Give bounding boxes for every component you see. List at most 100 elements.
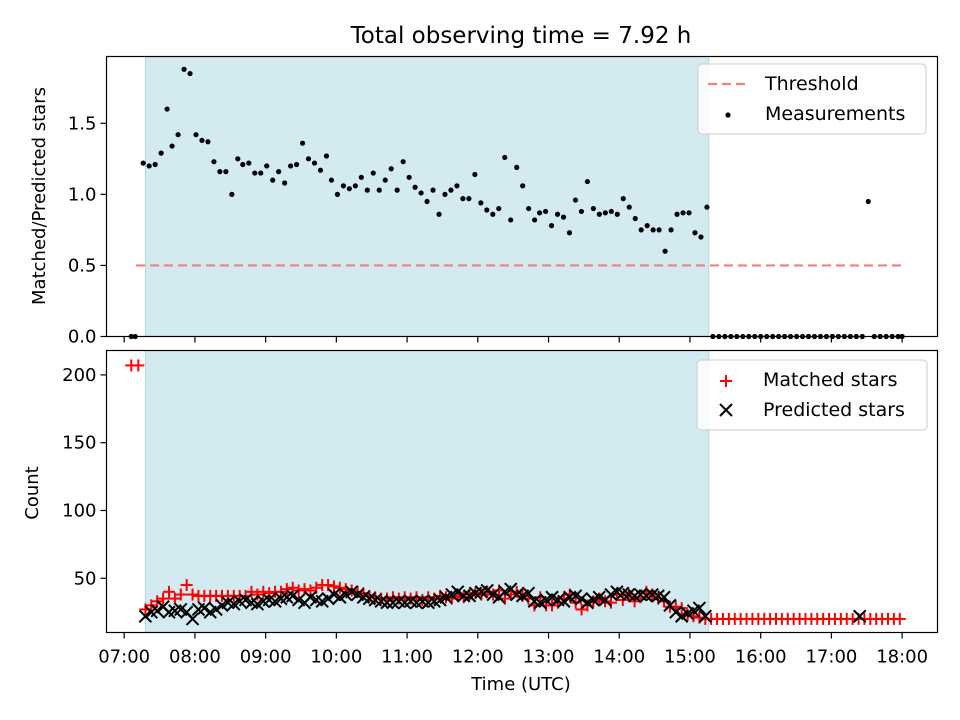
measurement-point — [358, 174, 364, 180]
matched-star-marker — [174, 588, 187, 601]
measurement-point — [478, 200, 484, 206]
predicted-star-marker — [456, 589, 471, 603]
measurement-point — [276, 169, 282, 175]
x-tick-label: 17:00 — [805, 647, 857, 668]
measurement-point — [235, 156, 241, 162]
legend-predicted-swatch — [719, 403, 733, 417]
measurement-point — [490, 211, 496, 217]
x-tick-label: 14:00 — [593, 647, 645, 668]
measurement-point — [412, 184, 418, 190]
measurement-point — [293, 161, 300, 168]
x-tick-label: 13:00 — [523, 647, 575, 668]
matched-star-marker — [263, 587, 276, 600]
matched-star-marker — [333, 581, 346, 594]
x-tick-label: 16:00 — [735, 647, 787, 668]
measurement-point — [246, 160, 252, 166]
measurement-point — [299, 140, 306, 146]
measurement-point — [193, 132, 199, 138]
predicted-star-marker — [286, 589, 300, 603]
measurement-point — [229, 191, 235, 197]
matched-star-marker — [245, 585, 258, 598]
observing-window — [144, 350, 710, 633]
measurement-point — [382, 177, 388, 183]
measurement-point — [674, 211, 680, 217]
measurement-point — [199, 137, 205, 143]
predicted-star-marker — [852, 609, 867, 623]
measurement-point — [288, 163, 294, 169]
measurement-point — [311, 160, 318, 166]
measurement-point — [572, 197, 579, 203]
predicted-star-marker — [557, 594, 571, 609]
measurement-point — [418, 190, 424, 196]
measurement-point — [656, 227, 662, 233]
measurement-point — [692, 230, 698, 236]
measurement-point — [152, 161, 158, 168]
measurement-point — [317, 167, 324, 173]
legend-threshold-label: Threshold — [764, 73, 859, 95]
matched-star-marker — [186, 588, 199, 601]
bottom-panel: 50 100 150 200 07:00 08:00 09:00 10:00 11:00 12:… — [22, 349, 939, 695]
top-panel: 0.0 0.5 1.0 1.5 Matched/Predicted stars Thr… — [29, 55, 939, 348]
measurement-point — [436, 211, 442, 217]
measurement-point — [146, 163, 152, 169]
measurement-point — [602, 210, 608, 216]
legend-predicted-label: Predicted stars — [763, 399, 905, 421]
measurement-point — [626, 204, 632, 210]
measurement-point — [169, 143, 175, 149]
measurement-point — [537, 210, 543, 216]
measurement-point — [346, 186, 352, 192]
measurement-point — [650, 227, 656, 233]
measurement-point — [394, 187, 400, 193]
measurement-point — [520, 183, 526, 189]
measurement-point — [560, 214, 567, 220]
matched-star-marker — [298, 583, 311, 596]
measurement-point — [638, 227, 644, 233]
measurement-point — [140, 160, 146, 166]
measurement-point — [496, 205, 502, 212]
predicted-star-marker — [657, 590, 671, 604]
top-y-axis-ticks: 0.0 0.5 1.0 1.5 — [68, 113, 107, 348]
measurement-point — [323, 153, 330, 159]
measurement-points — [128, 66, 905, 340]
matched-star-marker — [410, 591, 423, 604]
x-tick-label: 10:00 — [310, 647, 362, 668]
measurement-point — [484, 207, 490, 213]
measurement-point — [680, 210, 686, 216]
measurement-point — [252, 170, 258, 176]
measurement-point — [502, 154, 508, 161]
legend-matched-swatch — [720, 375, 732, 387]
top-legend: Threshold Measurements — [697, 63, 927, 135]
bottom-y-axis-label: Count — [22, 466, 43, 519]
predicted-star-marker — [451, 585, 465, 599]
measurement-point — [376, 187, 382, 193]
measurement-point — [472, 171, 478, 178]
matched-star-marker — [157, 592, 170, 605]
measurement-point — [548, 223, 555, 229]
measurement-point — [406, 174, 412, 180]
top-x-axis-ticks — [123, 336, 903, 343]
observing-window — [144, 56, 710, 337]
predicted-star-marker — [321, 591, 335, 606]
matched-star-marker — [251, 588, 264, 601]
matched-star-marker — [257, 585, 270, 598]
top-plot-frame — [105, 55, 939, 338]
measurement-point — [282, 180, 288, 186]
measurement-point — [430, 187, 436, 193]
y-tick-label: 50 — [74, 568, 97, 589]
measurement-point — [158, 150, 164, 156]
measurement-point — [328, 177, 335, 183]
measurement-point — [644, 223, 650, 229]
measurement-point — [532, 217, 538, 223]
predicted-star-marker — [480, 583, 494, 598]
measurement-point — [364, 187, 370, 193]
legend-matched-label: Matched stars — [763, 369, 897, 391]
measurement-point — [662, 248, 668, 254]
measurement-point — [370, 170, 376, 176]
measurement-point — [258, 170, 264, 176]
measurement-point — [205, 139, 211, 145]
x-tick-label: 08:00 — [169, 647, 221, 668]
x-tick-label: 11:00 — [381, 647, 433, 668]
predicted-star-marker — [209, 602, 223, 617]
x-axis-label: Time (UTC) — [470, 674, 571, 695]
measurement-point — [223, 169, 229, 175]
